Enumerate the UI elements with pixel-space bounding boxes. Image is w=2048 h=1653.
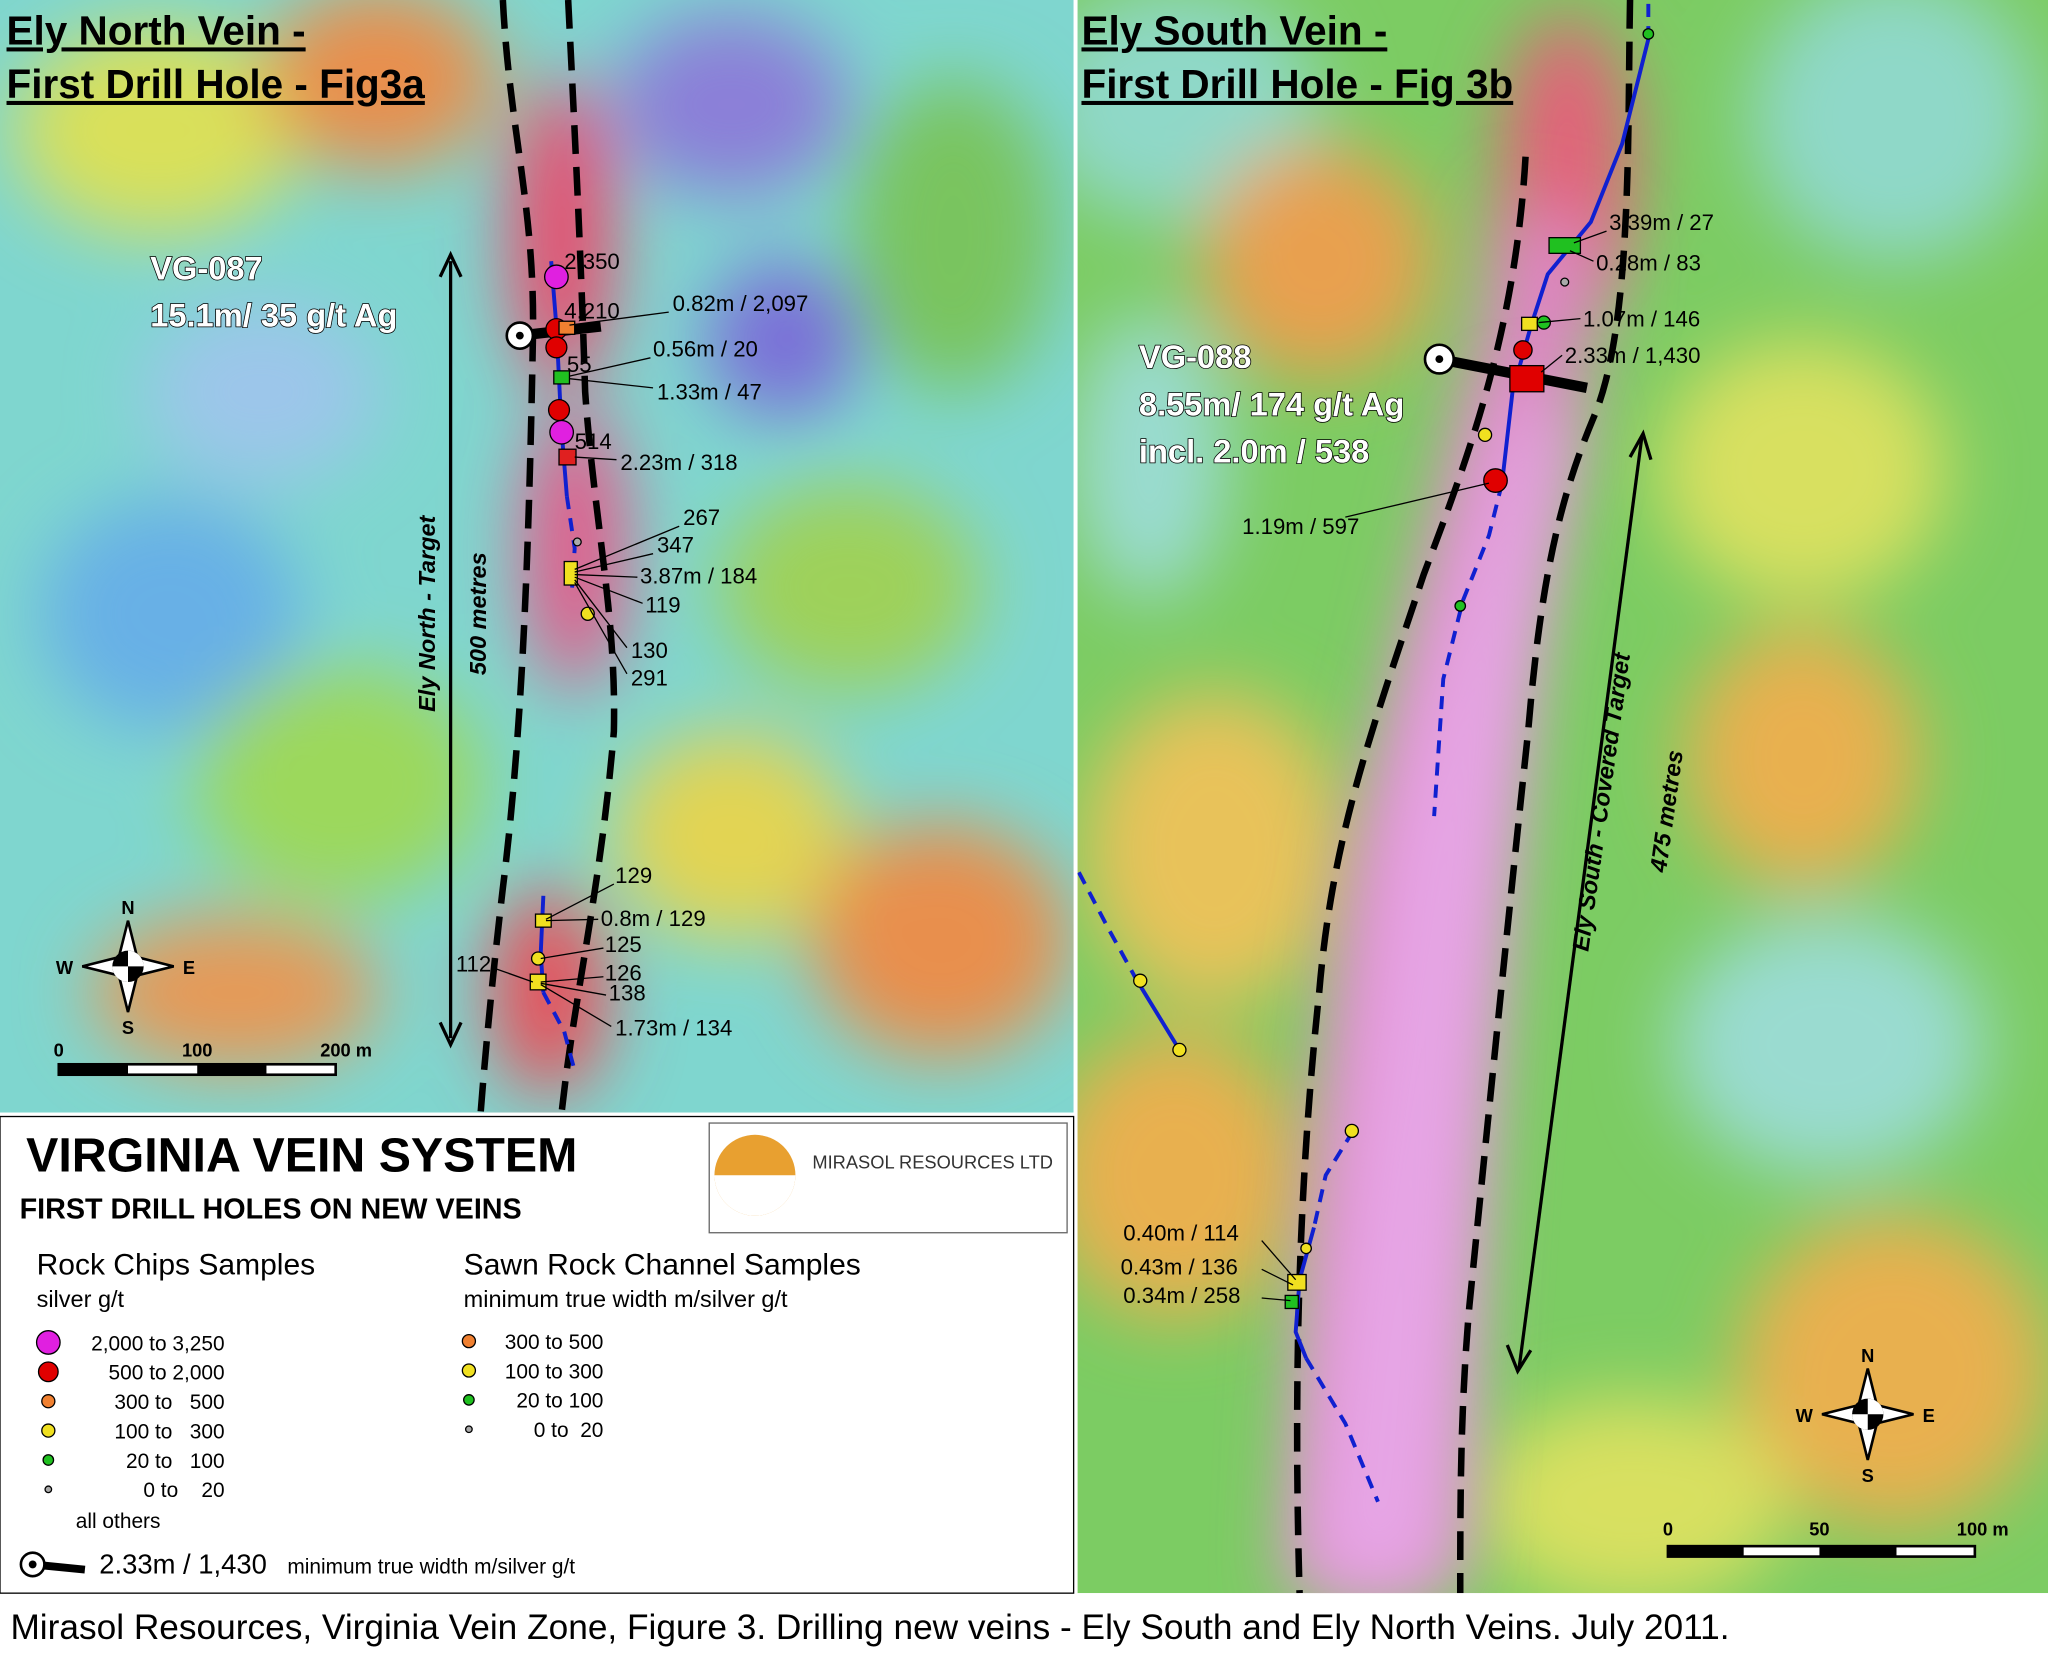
sample-label: 0.56m / 20 (653, 337, 758, 362)
compass-e: E (1923, 1405, 1935, 1426)
compass-n: N (121, 897, 134, 918)
compass-s: S (122, 1017, 134, 1038)
legend-label: 0 to 20 (143, 1479, 224, 1502)
hole-result: 8.55m/ 174 g/t Ag (1139, 385, 1404, 422)
legend-label: 500 to 2,000 (109, 1362, 225, 1385)
legend-note: all others (76, 1510, 161, 1533)
scale-label: 50 (1809, 1519, 1829, 1540)
compass-w: W (56, 957, 74, 978)
legend-label: 300 to 500 (505, 1331, 604, 1354)
legend-drill-unit: minimum true width m/silver g/t (287, 1556, 575, 1579)
compass-s: S (1862, 1465, 1874, 1486)
compass-n: N (1861, 1345, 1874, 1366)
scale-label: 0 (1663, 1519, 1673, 1540)
legend-symbol (41, 1394, 56, 1409)
scale-bar: 0 50 100 m (1663, 1519, 2009, 1558)
legend-symbol (461, 1333, 477, 1349)
sample-label: 112 (456, 952, 491, 977)
sample-label: 1.33m / 47 (657, 380, 762, 405)
sample-label: 267 (683, 505, 720, 530)
sample-label: 129 (615, 863, 652, 888)
right-map: Ely South - Covered Target 475 metres N … (1077, 0, 2048, 1594)
sample-label: 0.34m / 258 (1123, 1283, 1240, 1308)
sample-label: 347 (657, 532, 694, 557)
legend-symbol (44, 1485, 53, 1494)
sample-label: 138 (609, 980, 646, 1005)
legend-subtitle: FIRST DRILL HOLES ON NEW VEINS (20, 1193, 522, 1225)
scale-label: 100 m (1957, 1519, 2009, 1540)
sample-label: 2.33m / 1,430 (1565, 343, 1701, 368)
legend-drill: 2.33m / 1,430 (99, 1549, 267, 1580)
compass-e: E (183, 957, 195, 978)
left-map: Ely North - Target 500 metres N S W E 0 … (0, 0, 1074, 1113)
legend-label: 100 to 300 (114, 1420, 224, 1443)
panel-title: Ely North Vein - (7, 7, 306, 53)
legend-label: 20 to 100 (126, 1450, 225, 1473)
legend-heading: Sawn Rock Channel Samples (464, 1249, 861, 1282)
sample-label: 291 (631, 666, 668, 691)
legend-symbol (37, 1361, 59, 1383)
sample-label: 3.39m / 27 (1609, 210, 1714, 235)
logo-text: MIRASOL RESOURCES LTD (812, 1152, 1053, 1173)
sample-label: 1.73m / 134 (615, 1016, 732, 1041)
panel-title: First Drill Hole - Fig 3b (1081, 61, 1513, 107)
sample-label: 4,210 (564, 299, 620, 324)
legend-label: 2,000 to 3,250 (91, 1332, 225, 1355)
leader-lines (1261, 230, 1607, 1302)
target-length: 500 metres (465, 552, 491, 675)
legend-label: 300 to 500 (114, 1391, 224, 1414)
legend-symbol (463, 1394, 475, 1406)
scale-label: 100 (182, 1039, 212, 1060)
sample-label: 0.40m / 114 (1123, 1221, 1239, 1246)
legend-symbol (41, 1423, 56, 1438)
scale-bar: 0 100 200 m (54, 1039, 372, 1077)
sample-label: 0.28m / 83 (1596, 250, 1701, 275)
logo: MIRASOL RESOURCES LTD (708, 1122, 1068, 1234)
legend-heading: Rock Chips Samples (37, 1249, 316, 1282)
sample-label: 3.87m / 184 (640, 564, 757, 589)
hole-id: VG-087 (150, 249, 262, 286)
leader-lines (496, 311, 680, 1027)
hole-id: VG-088 (1139, 338, 1251, 375)
caption: Mirasol Resources, Virginia Vein Zone, F… (10, 1608, 1729, 1647)
legend-unit: minimum true width m/silver g/t (464, 1286, 788, 1312)
sample-label: 514 (575, 429, 612, 454)
compass-w: W (1796, 1405, 1814, 1426)
legend-symbol (35, 1330, 61, 1355)
hole-result: 15.1m/ 35 g/t Ag (150, 296, 397, 333)
scale-label: 0 (54, 1039, 64, 1060)
samples (1133, 28, 1655, 1310)
scale-label: 200 m (320, 1039, 372, 1060)
sample-label: 0.82m / 2,097 (673, 291, 809, 316)
sample-label: 55 (567, 352, 592, 377)
panel-title: Ely South Vein - (1081, 7, 1387, 53)
sample-label: 0.43m / 136 (1121, 1255, 1238, 1280)
sample-label: 2.23m / 318 (620, 450, 737, 475)
compass: N S W E (1796, 1345, 1935, 1486)
legend-label: 0 to 20 (534, 1419, 604, 1442)
sample-label: 126 (605, 961, 642, 986)
sample-label: 119 (645, 592, 680, 617)
legend-label: 100 to 300 (505, 1360, 604, 1383)
legend-symbol (464, 1425, 473, 1434)
sample-label: 1.19m / 597 (1242, 514, 1359, 539)
legend: VIRGINIA VEIN SYSTEM FIRST DRILL HOLES O… (0, 1115, 1075, 1594)
legend-label: 20 to 100 (516, 1390, 603, 1413)
sample-label: 125 (605, 932, 642, 957)
target-label: Ely North - Target (414, 514, 440, 711)
legend-unit: silver g/t (37, 1286, 125, 1312)
sample-label: 0.8m / 129 (601, 906, 706, 931)
panel-title: First Drill Hole - Fig3a (7, 61, 426, 107)
legend-title: VIRGINIA VEIN SYSTEM (26, 1128, 577, 1182)
sample-label: 130 (631, 638, 668, 663)
legend-symbol (461, 1363, 477, 1378)
compass: N S W E (56, 897, 195, 1038)
hole-result: incl. 2.0m / 538 (1139, 432, 1369, 469)
sample-label: 2,350 (564, 249, 620, 274)
sample-label: 1.07m / 146 (1583, 306, 1700, 331)
legend-symbol (42, 1454, 55, 1466)
